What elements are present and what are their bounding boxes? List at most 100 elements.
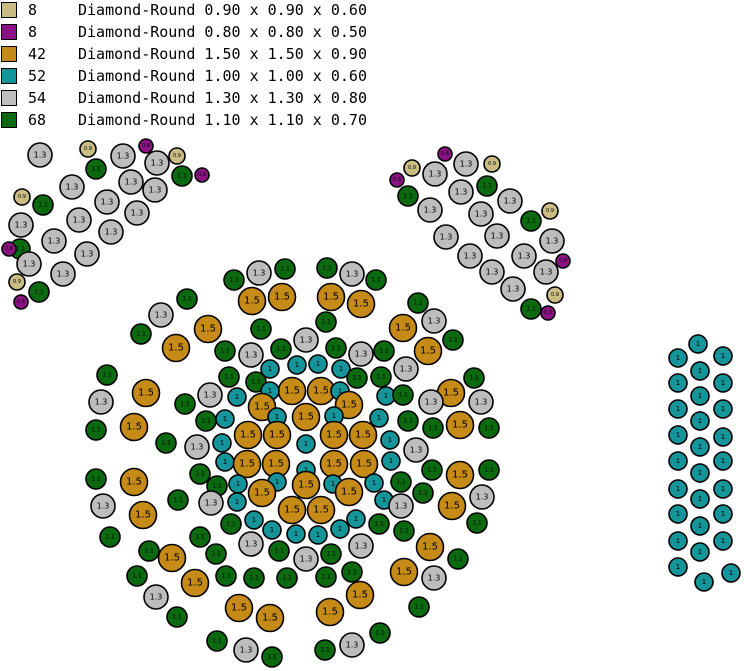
stone-circle [174,393,196,415]
stone-circle [713,504,733,524]
stone-size-label: 1.3 [429,170,442,179]
legend-row: 8 Diamond-Round 0.80 x 0.80 x 0.50 [0,22,420,44]
stone-circle [194,167,210,183]
stone-size-label: 1.5 [341,487,357,498]
tan-stone: 0.9 [541,202,559,220]
gold-stone: 1.5 [415,532,445,562]
stone-size-label: 1.3 [81,250,94,259]
stone-size-label: 1.5 [422,542,438,553]
stone-circle [520,298,542,320]
gray-stone: 1.3 [348,533,374,559]
teal-stone: 1 [227,387,247,407]
green-stone: 1.1 [28,281,50,303]
stone-description: Diamond-Round 0.90 x 0.90 x 0.60 [78,1,367,19]
stone-size-label: 1.1 [352,375,362,382]
stone-circle [315,597,345,627]
stone-size-label: 1.1 [276,346,286,353]
stone-size-label: 1.1 [482,183,492,190]
stone-circle [417,197,443,223]
stone-size-label: 1.1 [399,528,409,535]
gold-stone: 1.5 [291,470,321,500]
gold-stone: 1.5 [237,286,267,316]
gray-stone: 1.3 [143,584,169,610]
stone-size-label: 1.3 [491,232,504,241]
stone-circle [124,200,150,226]
stone-size-label: 1.5 [239,459,255,470]
stone-size-label: 1.1 [144,548,154,555]
stone-count: 8 [28,23,38,41]
stone-circle [118,169,144,195]
stone-size-label: 0.8 [441,151,449,157]
stone-size-label: 1 [382,496,386,504]
stone-circle [668,348,688,368]
stone-circle [247,478,277,508]
stone-circle [155,432,177,454]
stone-size-label: 1 [676,485,680,493]
tan-stone: 0.9 [403,159,421,177]
stone-circle [403,159,421,177]
stone-size-label: 1.5 [254,488,270,499]
stone-circle [457,243,483,269]
stone-circle [13,294,29,310]
gold-stone: 1.5 [247,478,277,508]
gray-stone: 1.3 [197,382,223,408]
gray-stone: 1.3 [66,207,92,233]
stone-size-label: 1.1 [448,337,458,344]
stone-circle [32,194,54,216]
stone-size-label: 1.3 [464,252,477,261]
stone-size-label: 1 [676,405,680,413]
gold-stone: 1.5 [306,495,336,525]
stone-size-label: 1.3 [300,336,313,345]
stone-circle [171,165,193,187]
stone-circle [380,430,400,450]
stone-size-label: 1.1 [472,520,482,527]
gray-stone: 1.3 [511,243,537,269]
green-stone: 1.1 [171,165,193,187]
stone-size-label: 1.1 [136,331,146,338]
purple-stone: 0.8 [540,305,556,321]
green-stone: 1.1 [195,410,217,432]
gray-stone: 1.3 [50,261,76,287]
gray-stone: 1.3 [98,219,124,245]
stone-circle [212,433,232,453]
stone-circle [1,241,17,257]
gray-stone: 1.3 [88,389,114,415]
stone-circle [270,338,292,360]
stone-size-label: 1.3 [476,493,489,502]
gold-stone: 1.5 [319,420,349,450]
stone-size-label: 1 [220,439,224,447]
stone-size-label: 1 [702,578,706,586]
stone-circle [215,565,237,587]
gold-stone: 1.5 [348,420,378,450]
stone-circle [447,548,469,570]
stone-size-label: 1.1 [484,425,494,432]
stone-circle [713,479,733,499]
stone-circle [348,341,374,367]
stone-circle [224,593,254,623]
gray-stone: 1.3 [457,243,483,269]
stone-circle [415,532,445,562]
stone-circle [8,273,26,291]
stone-circle [694,572,714,592]
stone-size-label: 1.3 [149,186,162,195]
stone-circle [407,292,429,314]
stone-size-label: 1.3 [518,252,531,261]
gray-stone: 1.3 [41,228,67,254]
stone-size-label: 1 [304,466,308,474]
stone-circle [250,318,272,340]
stone-circle [220,513,242,535]
stone-description: Diamond-Round 0.80 x 0.80 x 0.50 [78,23,367,41]
stone-circle [148,302,174,328]
purple-stone: 0.8 [194,167,210,183]
stone-size-label: 1.1 [321,574,331,581]
stone-circle [227,387,247,407]
teal-stone: 1 [694,572,714,592]
stone-circle [690,463,710,483]
gray-stone: 1.3 [184,434,210,460]
stone-size-label: 0.8 [142,143,150,149]
stone-size-label: 1.5 [353,299,369,310]
stone-circle [422,161,448,187]
green-stone: 1.1 [218,366,240,388]
stone-circle [690,361,710,381]
teal-stone: 1 [227,492,247,512]
